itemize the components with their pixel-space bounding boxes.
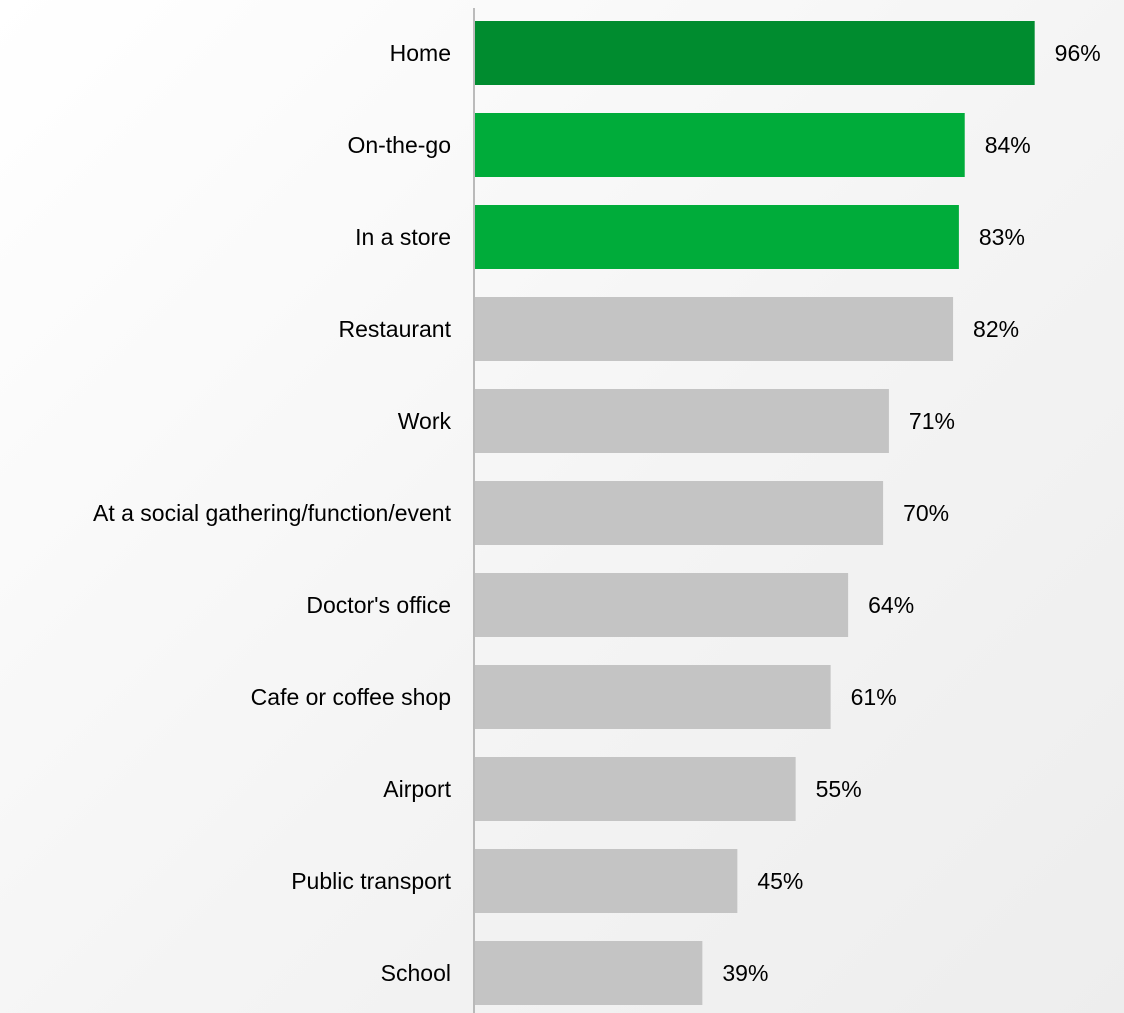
value-label-school: 39% — [722, 960, 768, 986]
bar-doctor-s-office — [475, 573, 849, 637]
bar-home — [475, 21, 1035, 85]
bar-airport — [475, 757, 796, 821]
category-label-at-a-social-gathering-function-event: At a social gathering/function/event — [93, 500, 452, 526]
bar-work — [475, 389, 889, 453]
category-label-restaurant: Restaurant — [338, 316, 451, 342]
bar-cafe-or-coffee-shop — [475, 665, 831, 729]
bar-on-the-go — [475, 113, 965, 177]
value-label-cafe-or-coffee-shop: 61% — [851, 684, 897, 710]
category-label-in-a-store: In a store — [355, 224, 451, 250]
value-label-restaurant: 82% — [973, 316, 1019, 342]
bars-group — [475, 21, 1035, 1005]
bar-at-a-social-gathering-function-event — [475, 481, 884, 545]
bar-school — [475, 941, 703, 1005]
bar-in-a-store — [475, 205, 959, 269]
category-labels-group: Home On-the-go In a store Restaurant Work At … — [93, 40, 452, 986]
category-label-work: Work — [398, 408, 452, 434]
value-label-in-a-store: 83% — [979, 224, 1025, 250]
bar-public-transport — [475, 849, 738, 913]
category-label-public-transport: Public transport — [291, 868, 451, 894]
value-label-airport: 55% — [816, 776, 862, 802]
bar-restaurant — [475, 297, 954, 361]
value-label-work: 71% — [909, 408, 955, 434]
value-label-at-a-social-gathering-function-event: 70% — [903, 500, 949, 526]
category-label-on-the-go: On-the-go — [347, 132, 451, 158]
value-label-doctor-s-office: 64% — [868, 592, 914, 618]
category-label-school: School — [381, 960, 451, 986]
value-label-home: 96% — [1055, 40, 1101, 66]
category-label-cafe-or-coffee-shop: Cafe or coffee shop — [251, 684, 451, 710]
value-labels-group: 96% 84% 83% 82% 71% 70% 64% 61% 55% 45% 39% — [722, 40, 1100, 986]
value-label-public-transport: 45% — [757, 868, 803, 894]
category-label-airport: Airport — [383, 776, 451, 802]
category-label-doctor-s-office: Doctor's office — [306, 592, 451, 618]
category-label-home: Home — [390, 40, 451, 66]
value-label-on-the-go: 84% — [985, 132, 1031, 158]
